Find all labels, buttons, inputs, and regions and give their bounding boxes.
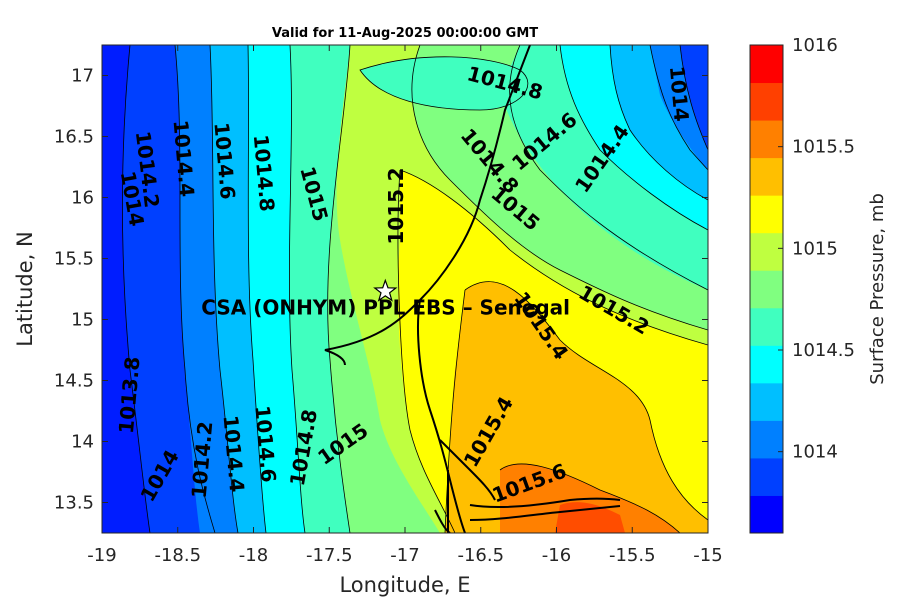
y-tick-label: 17 (71, 66, 94, 87)
y-axis-label: Latitude, N (13, 231, 37, 347)
y-tick-label: 16.5 (54, 127, 94, 148)
y-tick-label: 15.5 (54, 249, 94, 270)
colorbar-tick-label: 1014.5 (792, 340, 855, 361)
colorbar-segment (750, 420, 783, 459)
colorbar-tick-label: 1015.5 (792, 137, 855, 158)
x-tick-label: -16.5 (457, 545, 504, 566)
colorbar-segment (750, 232, 783, 271)
station-marker-group: CSA (ONHYM) PPL EBS – Senegal (201, 278, 570, 319)
x-tick-label: -17.5 (306, 545, 353, 566)
y-tick-label: 13.5 (54, 493, 94, 514)
contour-lines (122, 45, 708, 533)
x-tick-label: -15 (693, 545, 722, 566)
coastline (324, 45, 621, 533)
colorbar-segment (750, 495, 783, 534)
y-axis-ticks: 13.5 14 14.5 15 15.5 16 16.5 17 (54, 66, 708, 514)
station-label: CSA (ONHYM) PPL EBS – Senegal (201, 295, 570, 319)
colorbar-segment (750, 307, 783, 346)
x-tick-label: -16 (542, 545, 571, 566)
y-tick-label: 14.5 (54, 371, 94, 392)
x-axis-ticks: -19 -18.5 -18 -17.5 -17 -16.5 -16 -15.5 -15 (87, 45, 723, 566)
x-tick-label: -17 (390, 545, 419, 566)
colorbar-segment (750, 120, 783, 159)
colorbar-segment (750, 45, 783, 84)
colorbar-segment (750, 157, 783, 196)
y-tick-label: 15 (71, 310, 94, 331)
colorbar-segment (750, 457, 783, 496)
colorbar-frame (749, 44, 784, 534)
colorbar-ticks: 1014 1014.5 1015 1015.5 1016 (778, 35, 855, 463)
x-axis-label: Longitude, E (339, 573, 470, 597)
y-tick-label: 14 (71, 432, 94, 453)
colorbar-label: Surface Pressure, mb (867, 193, 888, 385)
station-star-icon (373, 278, 398, 302)
y-tick-label: 16 (71, 188, 94, 209)
colorbar-segment (750, 195, 783, 234)
x-tick-label: -18 (239, 545, 268, 566)
colorbar-segment (750, 345, 783, 384)
x-tick-label: -15.5 (609, 545, 656, 566)
colorbar-tick-label: 1016 (792, 35, 838, 56)
colorbar-segment (750, 382, 783, 421)
contour-label: 1015.2 (384, 167, 408, 244)
x-tick-label: -18.5 (154, 545, 201, 566)
colorbar (749, 44, 784, 534)
colorbar-tick-label: 1015 (792, 238, 838, 259)
colorbar-segment (750, 82, 783, 121)
colorbar-segment (750, 270, 783, 309)
chart-title: Valid for 11-Aug-2025 00:00:00 GMT (272, 26, 538, 41)
colorbar-tick-label: 1014 (792, 442, 838, 463)
x-tick-label: -19 (87, 545, 116, 566)
contour-label: 1014 (665, 65, 694, 123)
